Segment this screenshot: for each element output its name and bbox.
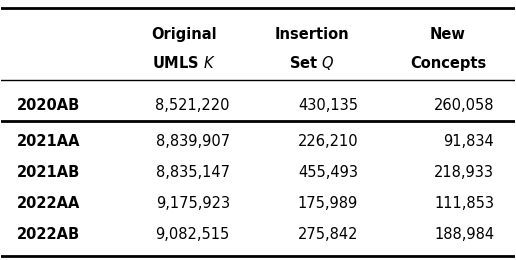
Text: Insertion: Insertion xyxy=(275,27,349,42)
Text: New: New xyxy=(430,27,466,42)
Text: 218,933: 218,933 xyxy=(434,165,494,180)
Text: 91,834: 91,834 xyxy=(443,134,494,149)
Text: Concepts: Concepts xyxy=(410,56,486,71)
Text: 260,058: 260,058 xyxy=(433,98,494,113)
Text: 111,853: 111,853 xyxy=(434,196,494,211)
Text: 455,493: 455,493 xyxy=(298,165,358,180)
Text: 275,842: 275,842 xyxy=(298,227,358,242)
Text: 2022AB: 2022AB xyxy=(17,227,80,242)
Text: 2020AB: 2020AB xyxy=(17,98,80,113)
Text: 2021AB: 2021AB xyxy=(17,165,80,180)
Text: 2022AA: 2022AA xyxy=(17,196,80,211)
Text: 175,989: 175,989 xyxy=(298,196,358,211)
Text: 9,175,923: 9,175,923 xyxy=(156,196,230,211)
Text: 8,839,907: 8,839,907 xyxy=(156,134,230,149)
Text: 8,521,220: 8,521,220 xyxy=(155,98,230,113)
Text: UMLS $\mathit{K}$: UMLS $\mathit{K}$ xyxy=(152,55,216,71)
Text: 9,082,515: 9,082,515 xyxy=(155,227,230,242)
Text: Original: Original xyxy=(151,27,216,42)
Text: Set $\mathit{Q}$: Set $\mathit{Q}$ xyxy=(289,54,334,72)
Text: 2021AA: 2021AA xyxy=(17,134,80,149)
Text: 188,984: 188,984 xyxy=(434,227,494,242)
Text: 8,835,147: 8,835,147 xyxy=(156,165,230,180)
Text: 226,210: 226,210 xyxy=(297,134,358,149)
Text: 430,135: 430,135 xyxy=(298,98,358,113)
